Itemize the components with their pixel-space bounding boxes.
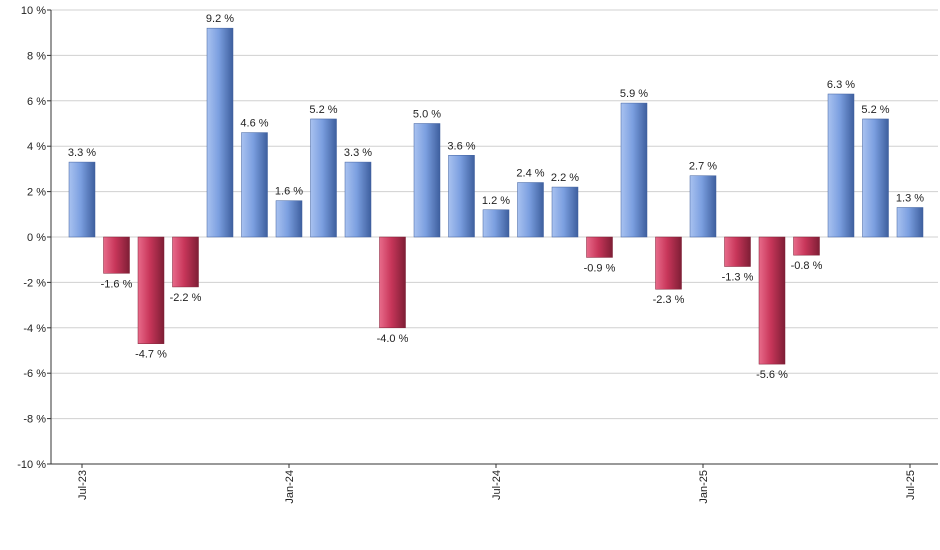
- bars: [68, 27, 924, 365]
- data-label: 3.3 %: [68, 147, 96, 159]
- axes: [50, 10, 938, 465]
- bar: [517, 182, 544, 238]
- data-label: -4.0 %: [377, 333, 409, 345]
- data-label: 2.7 %: [689, 161, 717, 173]
- data-label: -1.3 %: [722, 272, 754, 284]
- data-label: -2.3 %: [653, 294, 685, 306]
- bar: [827, 93, 855, 238]
- data-label: 1.2 %: [482, 195, 510, 207]
- data-label: 2.2 %: [551, 172, 579, 184]
- bar: [758, 236, 786, 365]
- bar: [241, 132, 268, 238]
- y-tick-label: 6 %: [27, 96, 46, 108]
- x-tick-label: Jan-24: [284, 470, 296, 504]
- bar: [655, 236, 682, 290]
- data-label: 1.3 %: [896, 192, 924, 204]
- data-label: 5.2 %: [309, 104, 337, 116]
- bar: [793, 236, 820, 256]
- bar: [379, 236, 406, 329]
- data-label: 3.3 %: [344, 147, 372, 159]
- data-label: 2.4 %: [516, 168, 544, 180]
- y-tick-label: -8 %: [23, 414, 46, 426]
- data-label: 5.2 %: [861, 104, 889, 116]
- bar: [172, 236, 199, 288]
- data-label: 5.0 %: [413, 109, 441, 121]
- data-labels: 3.3 % -1.6 % -4.7 % -2.2 % 9.2 % 4.6 % 1.6 % 5.…: [68, 13, 924, 381]
- data-label: 4.6 %: [240, 118, 268, 130]
- bar: [344, 161, 372, 238]
- y-tick-label: 0 %: [27, 232, 46, 244]
- bar: [137, 236, 165, 344]
- y-tick-label: -6 %: [23, 368, 46, 380]
- y-tick-label: 4 %: [27, 141, 46, 153]
- bar: [482, 209, 510, 238]
- y-tick-label: -4 %: [23, 323, 46, 335]
- bar: [310, 118, 337, 238]
- bar: [448, 155, 475, 238]
- bar: [586, 236, 613, 258]
- data-label: 1.6 %: [275, 186, 303, 198]
- data-label: -1.6 %: [101, 278, 133, 290]
- bar: [551, 186, 579, 238]
- y-tick-label: -2 %: [23, 277, 46, 289]
- bar: [68, 161, 96, 238]
- data-label: 9.2 %: [206, 13, 234, 25]
- bar: [724, 236, 751, 267]
- y-tick-label: 8 %: [27, 50, 46, 62]
- y-tick-label: 2 %: [27, 187, 46, 199]
- data-label: 3.6 %: [447, 140, 475, 152]
- x-tick-label: Jul-25: [905, 470, 917, 500]
- y-tick-label: 10 %: [21, 5, 46, 17]
- bar: [896, 207, 924, 238]
- bar: [275, 200, 303, 238]
- y-tick-label: -10 %: [17, 459, 46, 471]
- x-tick-label: Jul-24: [491, 470, 503, 500]
- data-label: -4.7 %: [135, 349, 167, 361]
- bar: [689, 175, 717, 238]
- bar: [413, 123, 441, 238]
- data-label: -5.6 %: [756, 369, 788, 381]
- bar: [620, 102, 648, 238]
- bar: [206, 27, 234, 238]
- bar: [103, 236, 130, 274]
- x-axis-ticks: Jul-23 Jan-24 Jul-24 Jan-25 Jul-25: [77, 464, 917, 504]
- x-tick-label: Jan-25: [698, 470, 710, 504]
- x-tick-label: Jul-23: [77, 470, 89, 500]
- data-label: -2.2 %: [170, 292, 202, 304]
- bar: [862, 118, 889, 238]
- data-label: 6.3 %: [827, 79, 855, 91]
- y-axis-ticks: 10 % 8 % 6 % 4 % 2 % 0 % -2 % -4 % -6 % -8 % -10 %: [17, 5, 51, 471]
- data-label: -0.8 %: [791, 260, 823, 272]
- data-label: -0.9 %: [584, 262, 616, 274]
- data-label: 5.9 %: [620, 88, 648, 100]
